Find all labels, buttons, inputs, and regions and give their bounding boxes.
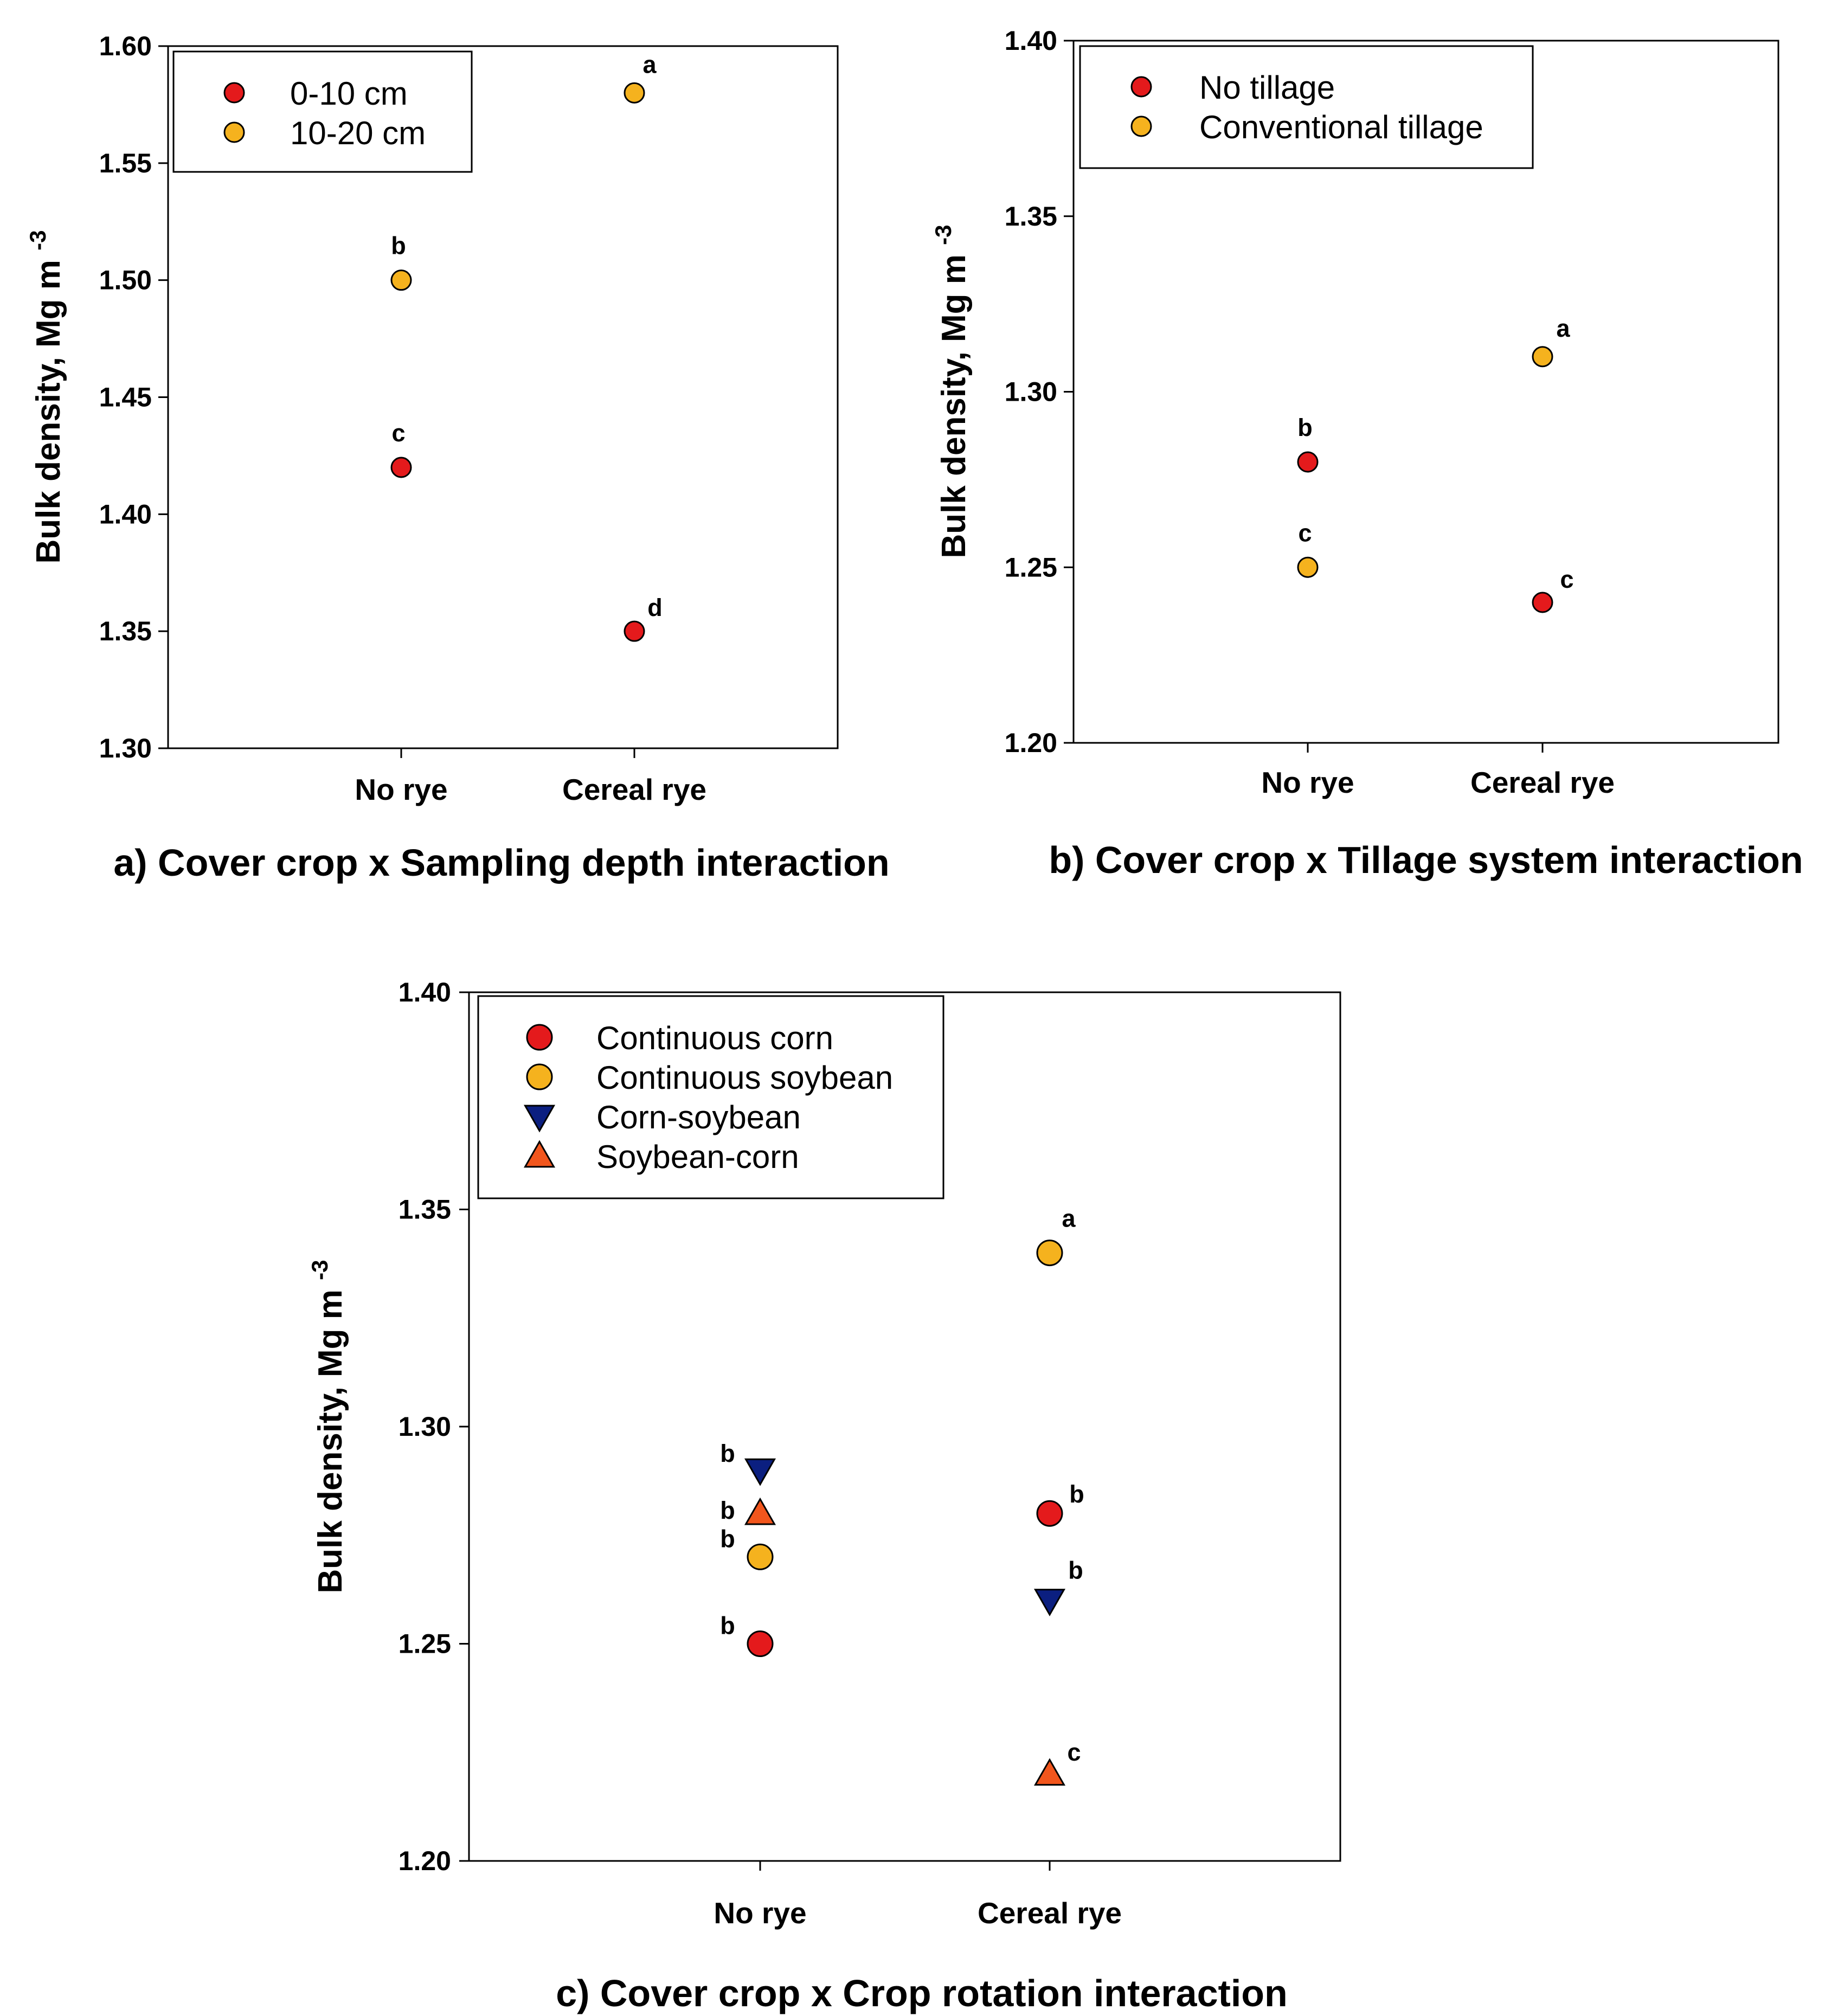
data-point	[744, 1497, 776, 1525]
legend-entry-label: Continuous corn	[596, 1020, 833, 1056]
significance-label: b	[720, 1440, 735, 1467]
legend-entry-label: 0-10 cm	[290, 75, 408, 112]
y-tick-label: 1.55	[99, 148, 152, 178]
significance-label: d	[647, 594, 663, 621]
data-point	[1532, 346, 1553, 368]
legend-entry-label: Soybean-corn	[596, 1139, 799, 1175]
legend-marker	[523, 1140, 556, 1168]
y-axis-title: Bulk density, Mg m -3	[25, 230, 67, 564]
significance-label: b	[720, 1525, 735, 1552]
chart-panel-c: 1.20 1.25 1.30 1.35 1.40 No rye Cereal rye Bulk…	[307, 977, 1341, 2014]
legend-entry-label: Continuous soybean	[596, 1060, 893, 1096]
y-axis-title: Bulk density, Mg m -3	[307, 1260, 349, 1594]
legend-marker	[523, 1105, 556, 1133]
x-category-label: Cereal rye	[978, 1896, 1122, 1930]
y-tick-label: 1.30	[99, 733, 152, 763]
y-tick-label: 1.25	[1005, 552, 1057, 582]
y-axis-title: Bulk density, Mg m -3	[930, 225, 973, 558]
y-tick-label: 1.35	[99, 616, 152, 646]
significance-label: b	[1297, 414, 1313, 441]
significance-label: b	[1068, 1556, 1083, 1584]
legend-marker	[526, 1063, 553, 1090]
data-point	[1036, 1500, 1063, 1527]
x-category-label: No rye	[355, 773, 447, 806]
panel-caption: c) Cover crop x Crop rotation interactio…	[556, 1972, 1288, 2014]
y-tick-label: 1.35	[399, 1195, 451, 1225]
legend-entry-label: Corn-soybean	[596, 1099, 801, 1135]
data-point	[1036, 1240, 1063, 1267]
legend-box	[1079, 45, 1534, 169]
y-tick-label: 1.40	[99, 499, 152, 529]
chart-panel-a: 1.30 1.35 1.40 1.45 1.50 1.55 1.60 No rye Cereal…	[25, 31, 890, 884]
legend-box	[477, 995, 944, 1199]
data-point	[1033, 1758, 1066, 1786]
data-point	[747, 1630, 774, 1657]
panel-caption: a) Cover crop x Sampling depth interacti…	[113, 842, 889, 884]
data-point	[1033, 1589, 1066, 1616]
data-point	[624, 82, 645, 104]
data-point	[747, 1543, 774, 1570]
y-tick-label: 1.40	[399, 977, 451, 1007]
y-tick-label: 1.20	[1005, 728, 1057, 758]
significance-label: b	[720, 1497, 735, 1524]
x-category-label: Cereal rye	[562, 773, 706, 806]
legend-entry-label: 10-20 cm	[290, 115, 426, 151]
legend-marker	[526, 1024, 553, 1051]
y-tick-label: 1.30	[1005, 377, 1057, 407]
legend-marker	[223, 82, 245, 104]
significance-label: a	[1062, 1205, 1076, 1232]
data-point	[1532, 592, 1553, 613]
significance-label: b	[1069, 1480, 1084, 1508]
legend-box	[172, 50, 473, 173]
y-tick-label: 1.40	[1005, 25, 1057, 56]
significance-label: b	[391, 232, 406, 260]
y-tick-label: 1.20	[399, 1846, 451, 1876]
legend-marker	[223, 121, 245, 143]
data-point	[744, 1458, 776, 1486]
legend: Continuous corn Continuous soybeanCorn-so…	[477, 995, 944, 1199]
significance-label: c	[1560, 566, 1573, 593]
x-category-label: Cereal rye	[1470, 766, 1615, 799]
panel-caption: b) Cover crop x Tillage system interacti…	[1049, 839, 1803, 881]
x-category-label: No rye	[714, 1896, 806, 1930]
legend-entry-label: No tillage	[1199, 69, 1335, 106]
y-tick-label: 1.25	[399, 1629, 451, 1659]
y-tick-label: 1.60	[99, 31, 152, 61]
data-point	[390, 457, 412, 478]
significance-label: c	[1067, 1738, 1081, 1766]
significance-label: c	[391, 419, 405, 447]
y-tick-label: 1.50	[99, 265, 152, 296]
data-point	[624, 620, 645, 642]
significance-label: b	[720, 1612, 735, 1640]
legend-marker	[1130, 76, 1152, 98]
y-tick-label: 1.30	[399, 1411, 451, 1442]
data-point	[390, 269, 412, 291]
data-point	[1297, 451, 1319, 473]
y-tick-label: 1.35	[1005, 201, 1057, 232]
chart-panel-b: 1.20 1.25 1.30 1.35 1.40 No rye Cereal rye Bulk…	[930, 25, 1803, 881]
x-category-label: No rye	[1261, 766, 1354, 799]
significance-label: a	[1556, 314, 1570, 342]
significance-label: a	[642, 50, 657, 78]
legend-marker	[1130, 115, 1152, 137]
data-point	[1297, 556, 1319, 578]
y-tick-label: 1.45	[99, 382, 152, 413]
significance-label: c	[1298, 519, 1312, 547]
legend-entry-label: Conventional tillage	[1199, 109, 1483, 145]
